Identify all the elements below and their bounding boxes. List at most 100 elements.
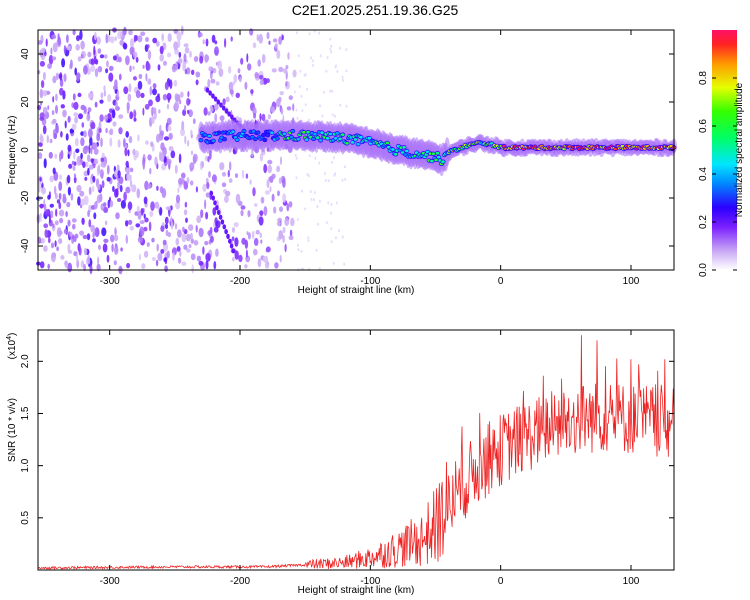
spectrogram-noise-blob [67, 219, 71, 227]
spectrogram-noise-blob [63, 228, 68, 235]
spectrogram-noise-blob [282, 234, 285, 244]
spectrogram-noise-blob [66, 201, 71, 208]
spectrogram-noise-blob [40, 47, 46, 53]
spectrogram-signal-core [290, 129, 295, 133]
spectrogram-noise-blob [155, 95, 161, 103]
spectrogram-noise-blob [298, 85, 301, 88]
spectrogram-noise-blob [102, 243, 108, 253]
spectrogram-noise-blob [77, 161, 81, 166]
spectrogram-noise-blob [214, 40, 218, 45]
spectrogram-noise-blob [257, 258, 262, 268]
spectrogram-noise-blob [166, 117, 172, 126]
spectrogram-noise-blob [193, 56, 199, 62]
spectrogram-noise-blob [314, 156, 317, 160]
spectrogram-noise-blob [132, 65, 135, 70]
spectrogram-noise-blob [208, 90, 212, 96]
spectrogram-y-tick-label: 20 [20, 96, 31, 108]
spectrogram-noise-blob [103, 202, 107, 208]
spectrogram-noise-blob [127, 201, 133, 211]
spectrogram-noise-blob [204, 240, 209, 246]
spectrogram-noise-blob [207, 78, 211, 88]
spectrogram-noise-blob [211, 34, 216, 43]
spectrogram-noise-blob [106, 164, 110, 175]
spectrogram-x-tick-label: 0 [498, 276, 504, 287]
spectrogram-noise-blob [196, 215, 202, 224]
spectrogram-noise-blob [329, 211, 332, 215]
spectrogram-signal-core [359, 135, 363, 139]
spectrogram-noise-blob [64, 260, 69, 269]
spectrogram-noise-blob [146, 62, 151, 71]
spectrogram-y-tick-label: -40 [20, 238, 31, 253]
spectrogram-noise-blob [308, 32, 311, 36]
spectrogram-noise-blob [183, 53, 187, 63]
spectrogram-noise-blob [266, 31, 270, 40]
spectrogram-signal-core [393, 152, 398, 156]
spectrogram-noise-blob [221, 171, 227, 177]
spectrogram-noise-blob [87, 51, 92, 58]
spectrogram-noise-blob [259, 210, 264, 217]
spectrogram-noise-blob [148, 99, 153, 107]
spectrogram-noise-blob [54, 185, 57, 195]
spectrogram-noise-blob [66, 34, 69, 44]
spectrogram-noise-blob [183, 244, 188, 250]
spectrogram-noise-blob [181, 120, 185, 131]
snr-x-tick-label: -300 [100, 576, 120, 587]
spectrogram-noise-blob [246, 231, 249, 236]
spectrogram-noise-blob [205, 87, 210, 93]
spectrogram-noise-blob [229, 89, 234, 95]
snr-x-tick-label: 100 [623, 576, 640, 587]
spectrogram-noise-blob [160, 249, 165, 254]
spectrogram-noise-blob [188, 109, 194, 118]
spectrogram-noise-blob [109, 108, 113, 113]
spectrogram-noise-blob [162, 239, 167, 246]
spectrogram-noise-blob [93, 142, 98, 150]
spectrogram-noise-blob [92, 175, 96, 183]
spectrogram-noise-blob [199, 55, 204, 64]
snr-x-tick-label: 0 [498, 576, 504, 587]
spectrogram-noise-blob [180, 128, 185, 137]
spectrogram-noise-blob [175, 201, 181, 210]
spectrogram-noise-blob [72, 165, 76, 171]
spectrogram-noise-blob [193, 240, 199, 246]
spectrogram-noise-blob [65, 133, 69, 141]
spectrogram-noise-blob [72, 29, 76, 36]
spectrogram-noise-blob [48, 213, 51, 224]
spectrogram-noise-blob [73, 101, 79, 110]
spectrogram-noise-blob [85, 161, 89, 168]
spectrogram-noise-blob [73, 176, 77, 184]
spectrogram-noise-blob [176, 246, 181, 252]
spectrogram-noise-blob [231, 227, 235, 233]
spectrogram-noise-blob [106, 254, 110, 263]
spectrogram-signal-core [431, 152, 436, 156]
spectrogram-y-tick-label: -20 [20, 190, 31, 205]
spectrogram-noise-blob [118, 127, 123, 135]
spectrogram-noise-blob [234, 173, 239, 179]
spectrogram-noise-blob [149, 210, 154, 218]
spectrogram-noise-blob [135, 150, 139, 158]
spectrogram-noise-blob [99, 169, 104, 179]
spectrogram-noise-blob [195, 224, 198, 233]
spectrogram-noise-blob [133, 117, 137, 122]
spectrogram-noise-blob [126, 101, 130, 111]
spectrogram-noise-blob [76, 35, 80, 42]
spectrogram-noise-blob [285, 65, 289, 70]
spectrogram-noise-blob [318, 31, 320, 35]
spectrogram-noise-blob [83, 263, 86, 272]
spectrogram-noise-blob [203, 107, 208, 116]
spectrogram-noise-blob [288, 95, 293, 101]
spectrogram-noise-blob [161, 188, 167, 199]
spectrogram-noise-blob [331, 113, 334, 117]
spectrogram-signal-core [391, 148, 395, 151]
spectrogram-noise-blob [88, 219, 92, 228]
spectrogram-noise-blob [155, 41, 160, 47]
spectrogram-noise-blob [213, 222, 216, 228]
spectrogram-signal-core [256, 131, 260, 135]
spectrogram-noise-blob [94, 101, 98, 108]
spectrogram-noise-blob [98, 128, 102, 133]
spectrogram-noise-blob [335, 64, 337, 68]
spectrogram-noise-blob [98, 244, 101, 251]
spectrogram-signal-core [306, 130, 310, 134]
spectrogram-noise-blob [73, 173, 77, 179]
spectrogram-noise-blob [67, 144, 72, 152]
spectrogram-noise-blob [144, 180, 149, 191]
